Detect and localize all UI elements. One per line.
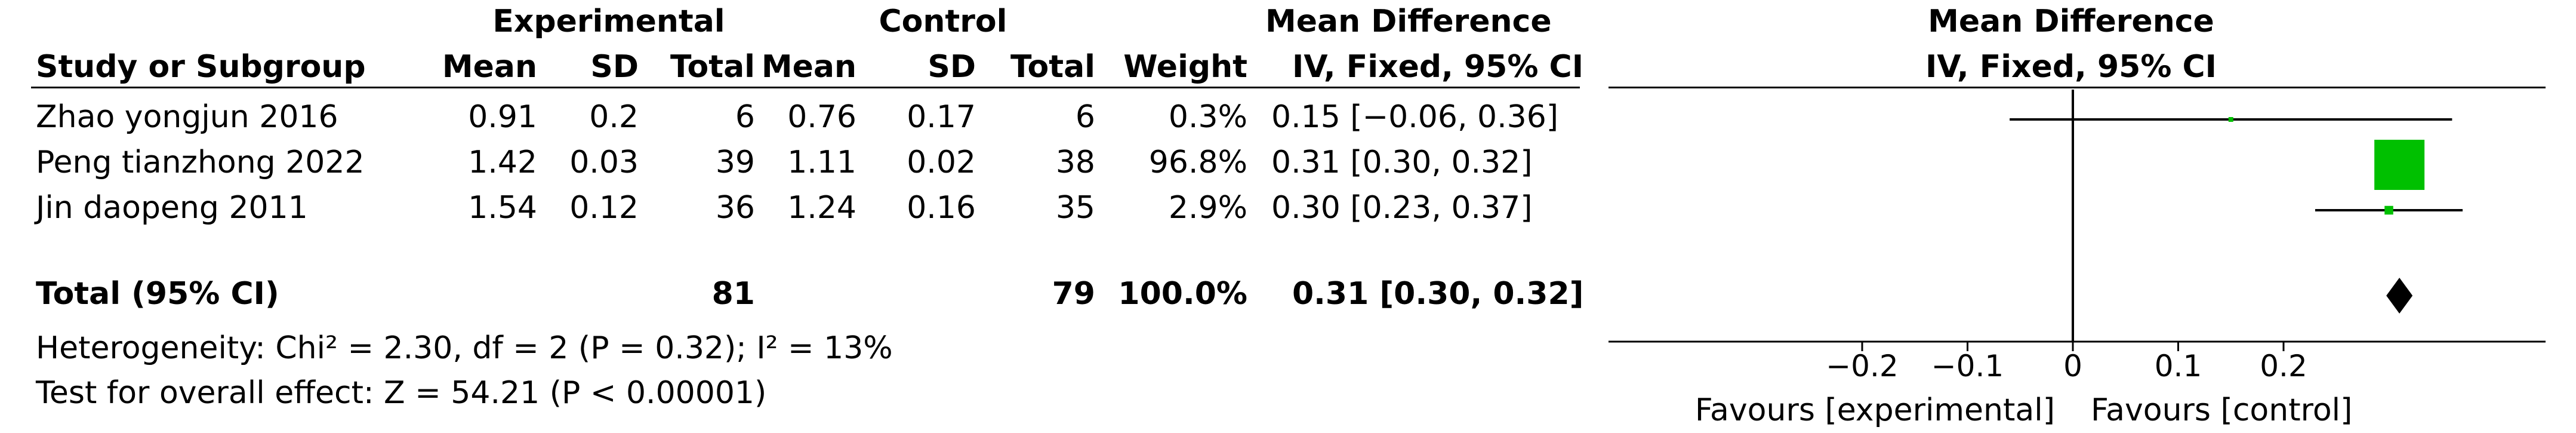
plot-subtitle: IV, Fixed, 95% CI — [1925, 49, 2217, 85]
col-c-total-header: Total — [1010, 49, 1095, 85]
study-e-mean: 0.91 — [468, 99, 537, 135]
x-tick-label: −0.1 — [1931, 349, 2004, 383]
study-c-sd: 0.17 — [907, 99, 976, 135]
x-tick-label: 0.2 — [2260, 349, 2307, 383]
study-e-total: 36 — [715, 190, 755, 226]
study-c-total: 35 — [1055, 190, 1095, 226]
study-e-total: 39 — [715, 145, 755, 180]
study-ci: 0.15 [−0.06, 0.36] — [1271, 99, 1559, 135]
col-c-mean-header: Mean — [761, 49, 856, 85]
x-tick-label: 0.1 — [2155, 349, 2202, 383]
plot-title: Mean Difference — [1928, 4, 2214, 39]
study-name: Zhao yongjun 2016 — [36, 99, 338, 135]
plot-header-rule — [1609, 87, 2546, 88]
x-tick-label: −0.2 — [1826, 349, 1898, 383]
x-tick-label: 0 — [2063, 349, 2082, 383]
study-weight: 2.9% — [1168, 190, 1247, 226]
favours-control-label: Favours [control] — [2091, 392, 2352, 428]
heterogeneity-text: Heterogeneity: Chi² = 2.30, df = 2 (P = … — [36, 330, 893, 366]
group-control-header: Control — [879, 4, 1007, 39]
total-ci: 0.31 [0.30, 0.32] — [1292, 276, 1584, 312]
study-c-total: 38 — [1055, 145, 1095, 180]
col-effect-header: IV, Fixed, 95% CI — [1292, 49, 1584, 85]
study-ci: 0.30 [0.23, 0.37] — [1271, 190, 1533, 226]
col-e-sd-header: SD — [590, 49, 639, 85]
overall-effect-text: Test for overall effect: Z = 54.21 (P < … — [36, 375, 767, 411]
col-e-mean-header: Mean — [442, 49, 537, 85]
group-experimental-header: Experimental — [492, 4, 725, 39]
study-weight-square — [2228, 117, 2233, 122]
study-c-sd: 0.02 — [907, 145, 976, 180]
study-weight-square — [2384, 205, 2393, 215]
col-e-total-header: Total — [670, 49, 755, 85]
total-label: Total (95% CI) — [36, 276, 279, 312]
study-e-mean: 1.42 — [468, 145, 537, 180]
study-c-mean: 1.11 — [787, 145, 856, 180]
header-rule — [31, 87, 1580, 88]
study-weight: 0.3% — [1168, 99, 1247, 135]
effect-title-header: Mean Difference — [1265, 4, 1552, 39]
study-name: Peng tianzhong 2022 — [36, 145, 365, 180]
study-weight-square — [2374, 140, 2425, 190]
study-e-sd: 0.03 — [569, 145, 639, 180]
col-study-header: Study or Subgroup — [36, 49, 366, 85]
study-e-sd: 0.2 — [589, 99, 639, 135]
study-weight: 96.8% — [1148, 145, 1247, 180]
study-e-total: 6 — [735, 99, 755, 135]
total-e-total: 81 — [711, 276, 755, 312]
summary-diamond — [2386, 278, 2413, 314]
col-c-sd-header: SD — [928, 49, 976, 85]
study-ci: 0.31 [0.30, 0.32] — [1271, 145, 1533, 180]
study-c-sd: 0.16 — [907, 190, 976, 226]
favours-experimental-label: Favours [experimental] — [1695, 392, 2055, 428]
study-e-mean: 1.54 — [468, 190, 537, 226]
study-c-total: 6 — [1075, 99, 1095, 135]
study-c-mean: 0.76 — [787, 99, 856, 135]
col-weight-header: Weight — [1123, 49, 1247, 85]
study-e-sd: 0.12 — [569, 190, 639, 226]
total-weight: 100.0% — [1118, 276, 1247, 312]
total-c-total: 79 — [1052, 276, 1095, 312]
study-c-mean: 1.24 — [787, 190, 856, 226]
study-name: Jin daopeng 2011 — [36, 190, 308, 226]
